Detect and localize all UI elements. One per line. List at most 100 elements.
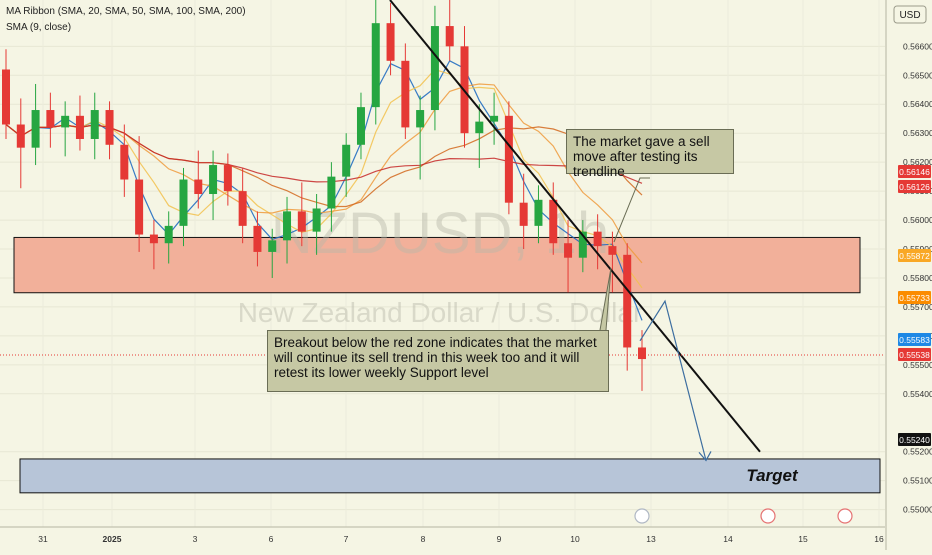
price-badge-label: 0.55240 bbox=[899, 435, 930, 445]
candle-down bbox=[623, 254, 632, 348]
candle-up bbox=[430, 26, 439, 111]
time-tick: 31 bbox=[38, 534, 48, 544]
candle-down bbox=[75, 115, 84, 139]
target-label: Target bbox=[746, 466, 799, 485]
price-badge bbox=[898, 180, 931, 193]
time-tick: 6 bbox=[269, 534, 274, 544]
currency-label[interactable]: USD bbox=[899, 10, 920, 21]
price-tick: 0.55000 bbox=[903, 505, 932, 515]
candle-down bbox=[16, 124, 25, 148]
candle-down bbox=[504, 115, 513, 203]
candle-up bbox=[356, 107, 365, 145]
time-tick: 9 bbox=[497, 534, 502, 544]
price-tick: 0.55700 bbox=[903, 302, 932, 312]
time-tick: 14 bbox=[723, 534, 733, 544]
candle-down bbox=[593, 231, 602, 247]
candle-down bbox=[564, 243, 573, 258]
price-badge bbox=[898, 249, 931, 262]
price-badge-label: 0.56126 bbox=[899, 182, 930, 192]
price-badge bbox=[898, 291, 931, 304]
price-badge bbox=[898, 348, 931, 361]
time-tick: 16 bbox=[874, 534, 884, 544]
time-tick: 3 bbox=[193, 534, 198, 544]
us-flag-icon bbox=[760, 508, 776, 524]
candle-up bbox=[327, 176, 336, 209]
candle-down bbox=[46, 110, 55, 128]
price-tick: 0.55100 bbox=[903, 476, 932, 486]
time-tick: 15 bbox=[798, 534, 808, 544]
target-zone bbox=[19, 458, 881, 494]
candle-up bbox=[416, 110, 425, 128]
price-tick: 0.55500 bbox=[903, 360, 932, 370]
candle-up bbox=[31, 110, 40, 148]
candle-down bbox=[238, 191, 247, 226]
lightning-icon bbox=[634, 508, 650, 524]
price-tick: 0.56200 bbox=[903, 157, 932, 167]
trendline bbox=[389, 0, 761, 453]
price-badge bbox=[898, 433, 931, 446]
price-badge-label: 0.55733 bbox=[899, 293, 930, 303]
candle-down bbox=[401, 60, 410, 128]
candle-up bbox=[164, 225, 173, 244]
candle-down bbox=[135, 179, 144, 235]
price-tick: 0.56400 bbox=[903, 99, 932, 109]
price-tick: 0.56500 bbox=[903, 70, 932, 80]
time-tick: 2025 bbox=[103, 534, 122, 544]
price-badge bbox=[898, 333, 931, 346]
candle-down bbox=[549, 199, 558, 244]
candle-up bbox=[179, 179, 188, 226]
candle-down bbox=[253, 225, 262, 252]
price-tick: 0.56300 bbox=[903, 128, 932, 138]
callout-bottom-pointer bbox=[599, 267, 612, 331]
currency-box[interactable] bbox=[893, 5, 927, 24]
callout-top-pointer bbox=[613, 177, 650, 243]
price-badge-label: 0.55872 bbox=[899, 251, 930, 261]
price-tick: 0.55800 bbox=[903, 273, 932, 283]
candle-down bbox=[638, 347, 646, 360]
candle-up bbox=[475, 121, 484, 134]
price-badge-label: 0.55538 bbox=[899, 350, 930, 360]
resistance-zone bbox=[13, 236, 861, 294]
watermark-name: New Zealand Dollar / U.S. Dollar bbox=[238, 297, 643, 328]
candle-up bbox=[268, 240, 277, 252]
callout-bottom: Breakout below the red zone indicates th… bbox=[267, 330, 609, 392]
projection-path bbox=[639, 299, 707, 461]
candle-down bbox=[386, 23, 395, 61]
price-tick: 0.56000 bbox=[903, 215, 932, 225]
candle-down bbox=[297, 211, 306, 232]
price-tick: 0.55200 bbox=[903, 447, 932, 457]
candle-up bbox=[490, 115, 499, 122]
callout-top: The market gave a sell move after testin… bbox=[566, 129, 734, 179]
candle-down bbox=[105, 110, 114, 145]
indicator-sma[interactable]: SMA (9, close) bbox=[6, 22, 72, 33]
candle-up bbox=[371, 23, 380, 108]
price-badge bbox=[898, 165, 931, 178]
price-tick: 0.55400 bbox=[903, 389, 932, 399]
indicator-ma-ribbon[interactable]: MA Ribbon (SMA, 20, SMA, 50, SMA, 100, S… bbox=[6, 6, 246, 17]
candle-up bbox=[283, 211, 292, 241]
time-tick: 10 bbox=[570, 534, 580, 544]
price-badge-label: 0.55583 bbox=[899, 335, 930, 345]
candle-up bbox=[209, 165, 218, 195]
candle-up bbox=[534, 199, 543, 226]
candle-down bbox=[149, 234, 158, 244]
candle-up bbox=[61, 115, 70, 128]
candle-up bbox=[578, 231, 587, 258]
candle-down bbox=[194, 179, 203, 195]
time-tick: 13 bbox=[646, 534, 656, 544]
time-tick: 7 bbox=[344, 534, 349, 544]
candle-down bbox=[519, 202, 528, 226]
candle-up bbox=[90, 110, 99, 139]
candle-down bbox=[608, 246, 617, 255]
candle-down bbox=[223, 165, 232, 192]
price-tick: 0.56600 bbox=[903, 41, 932, 51]
candle-down bbox=[445, 26, 454, 47]
us-flag-icon bbox=[837, 508, 853, 524]
projection-arrowhead bbox=[698, 451, 712, 462]
price-badge-label: 0.56146 bbox=[899, 167, 930, 177]
candle-down bbox=[120, 144, 129, 180]
candle-down bbox=[2, 69, 10, 125]
candle-up bbox=[342, 144, 351, 177]
